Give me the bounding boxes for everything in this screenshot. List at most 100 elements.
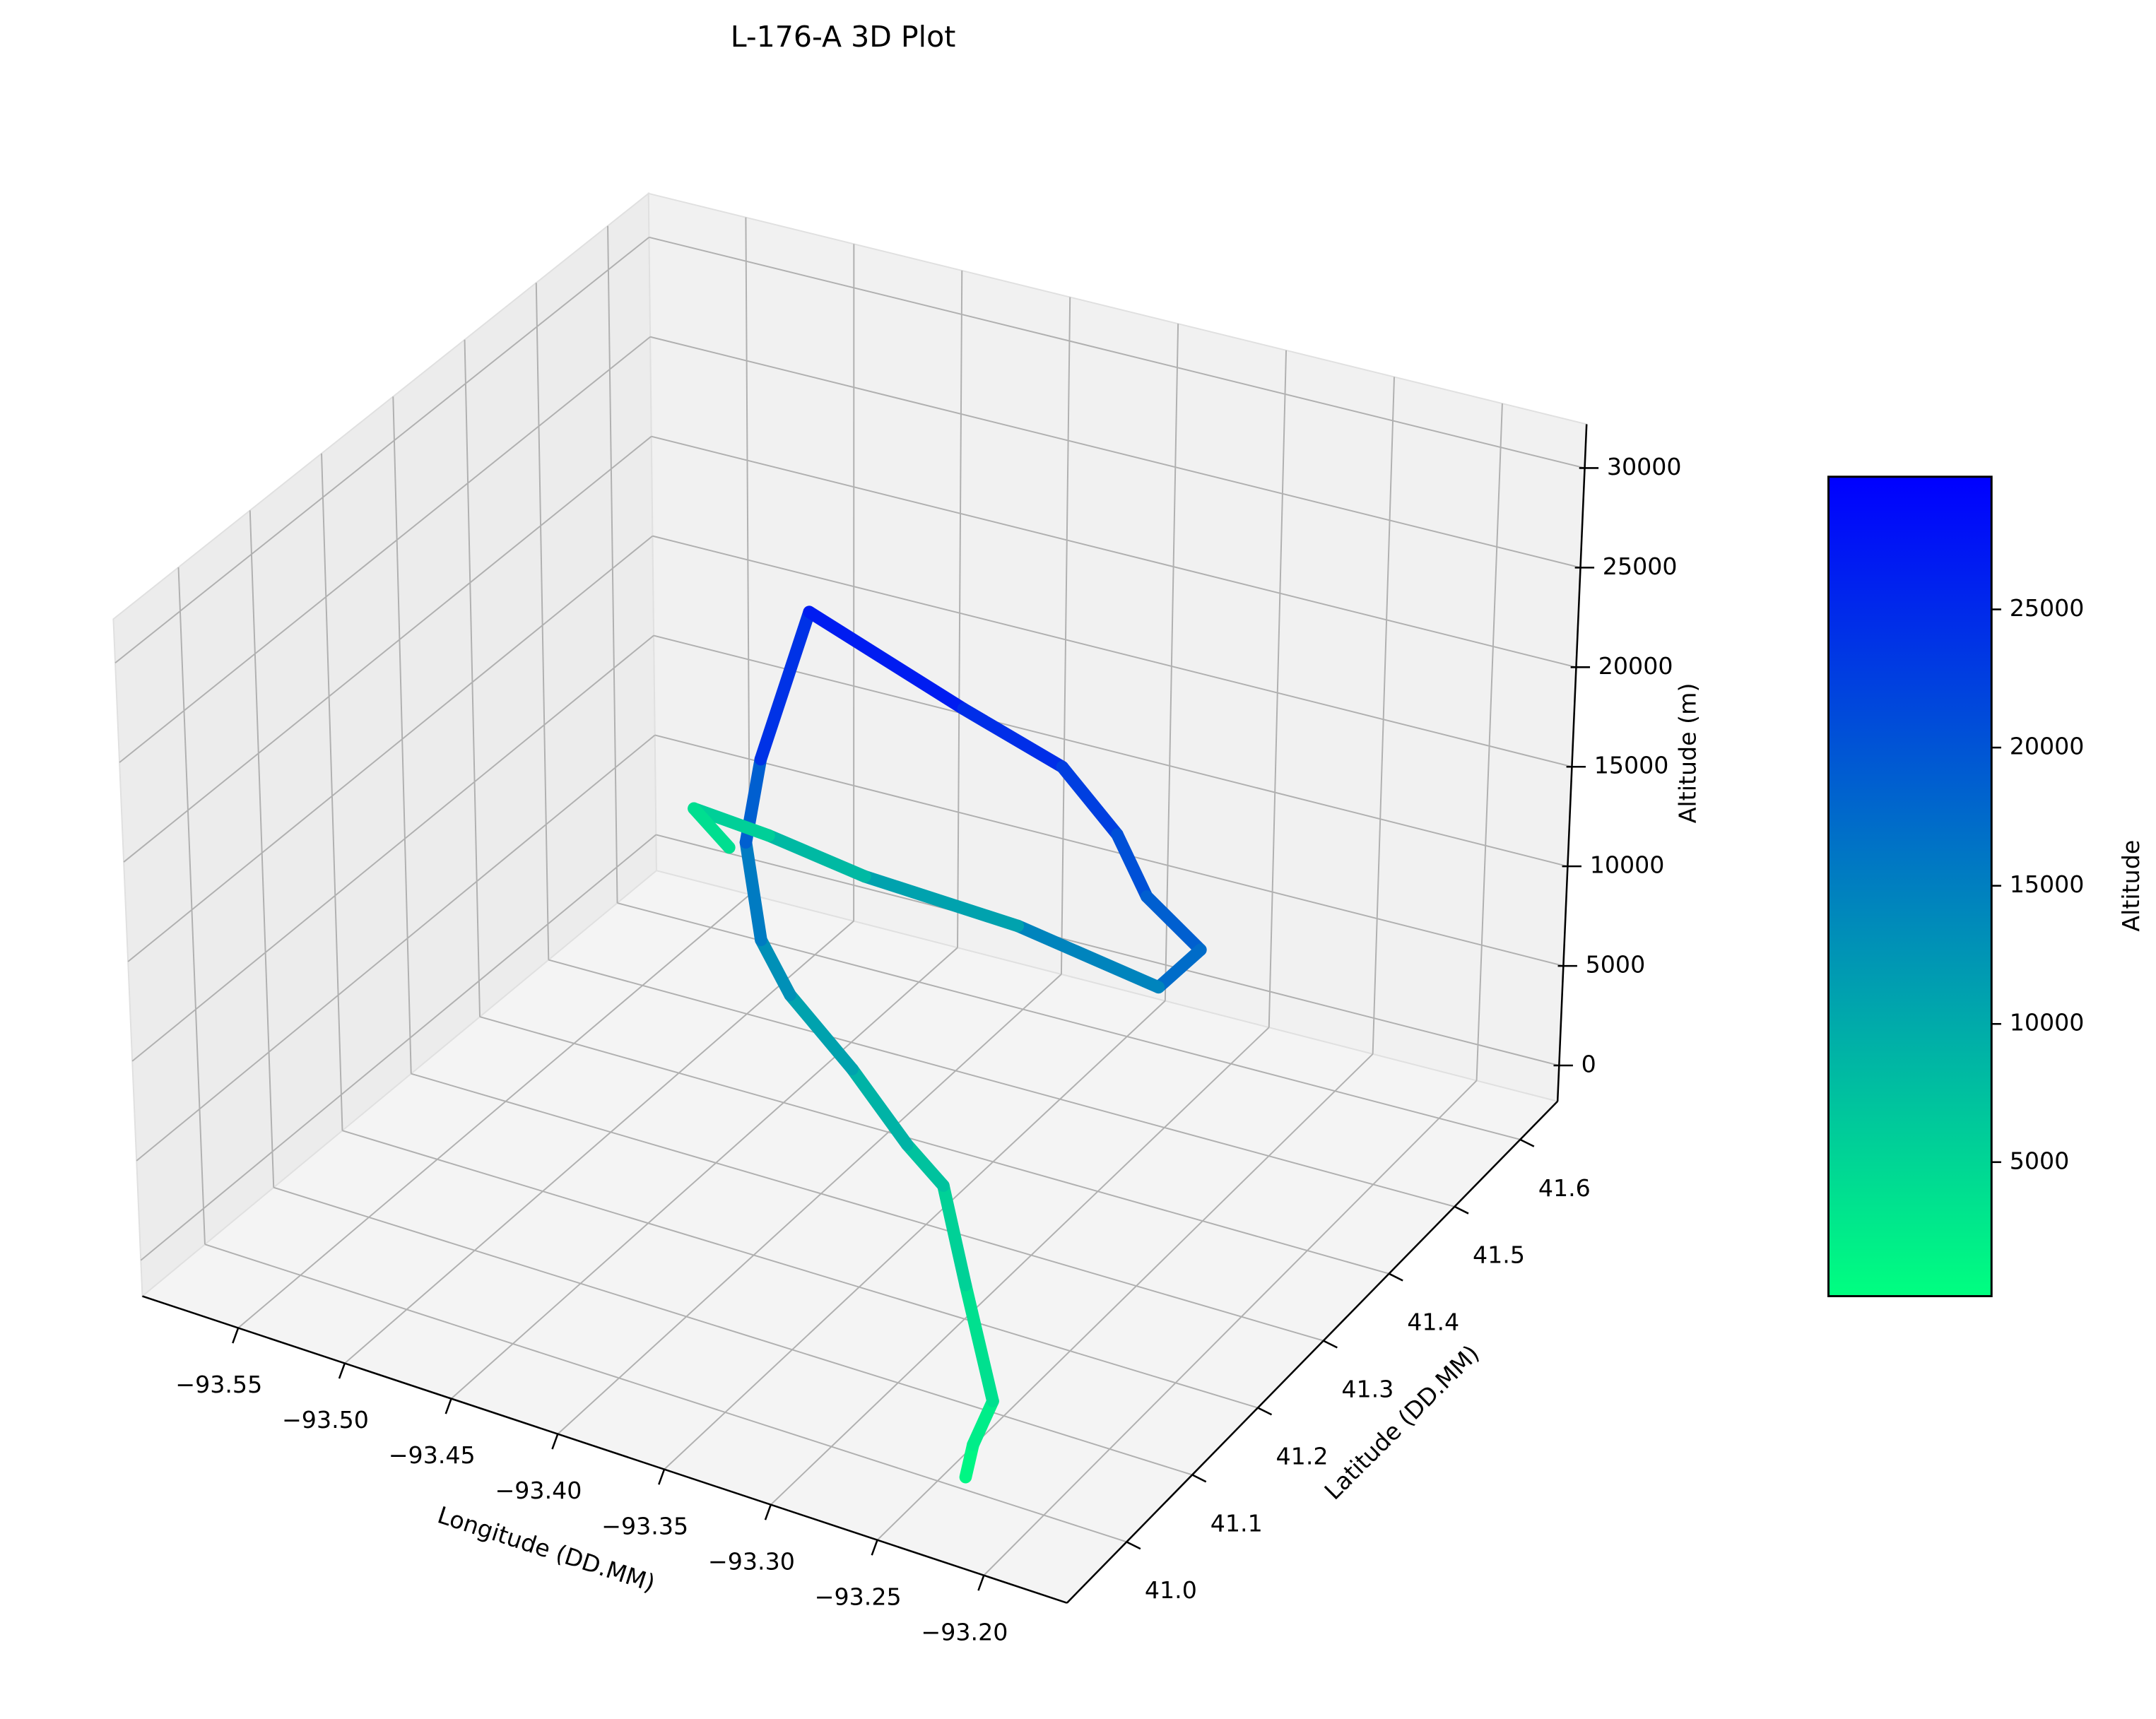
x-tick-label: −93.55 [175, 1371, 262, 1398]
colorbar-label: Altitude [2117, 840, 2145, 932]
z-tick-label: 5000 [1586, 951, 1646, 979]
y-tick-label: 41.4 [1407, 1309, 1459, 1336]
trajectory-segment [755, 933, 796, 1001]
x-tick-label: −93.45 [389, 1441, 476, 1469]
y-axis-line [1066, 1100, 1559, 1604]
grid-line [770, 1027, 1270, 1506]
grid-line [1060, 297, 1071, 974]
x-tick-label: −93.25 [815, 1583, 902, 1610]
grid-line [548, 959, 1455, 1207]
trajectory [688, 606, 1207, 1484]
grid-line [1164, 324, 1179, 1001]
colorbar-tick-label: 5000 [2010, 1147, 2070, 1174]
z-axis-title: Altitude (m) [1673, 683, 1701, 824]
axes: −93.55 −93.50 −93.45 −93.40 −93.35 −93.30 −93.… [142, 424, 1682, 1646]
colorbar-tick-label: 15000 [2010, 870, 2085, 898]
y-tick-label: 41.3 [1341, 1376, 1394, 1403]
grid-line [983, 1080, 1478, 1576]
panes [112, 191, 1588, 1604]
y-tick [1519, 1138, 1535, 1147]
grid-line [273, 1186, 1193, 1476]
grid [114, 217, 1585, 1576]
colorbar-tick-label: 10000 [2010, 1009, 2085, 1036]
grid-line [123, 435, 652, 863]
grid-line [140, 834, 657, 1261]
trajectory-segment [959, 1278, 999, 1407]
grid-line [656, 834, 1560, 1066]
z-tick-label: 15000 [1594, 752, 1669, 779]
x-tick [764, 1504, 772, 1520]
grid-line [127, 535, 654, 962]
z-axis-line [1556, 424, 1588, 1101]
trajectory-segment [762, 829, 871, 883]
grid-line [1372, 377, 1395, 1054]
colorbar-tick-label: 25000 [2010, 594, 2085, 622]
y-tick [1389, 1272, 1403, 1282]
x-tick-label: −93.50 [282, 1406, 369, 1434]
trajectory-segment [688, 802, 736, 854]
grid-line [321, 453, 343, 1131]
y-tick-label: 41.5 [1473, 1241, 1525, 1269]
colorbar-gradient [1827, 475, 1993, 1297]
grid-line [876, 1053, 1374, 1541]
grid-line [957, 270, 963, 948]
grid-line [649, 236, 1585, 469]
trajectory-segment [846, 1063, 914, 1152]
x-tick [977, 1575, 985, 1591]
grid-line [649, 336, 1581, 569]
x-axis-line [142, 1295, 1068, 1604]
trajectory-segment [900, 1138, 950, 1192]
grid-line [557, 974, 1062, 1435]
trajectory-segment [858, 870, 1025, 933]
y-tick [1191, 1474, 1207, 1483]
grid-line [653, 634, 1568, 868]
y-tick-label: 41.0 [1145, 1576, 1197, 1604]
grid-line [664, 1000, 1166, 1470]
grid-line [136, 734, 656, 1162]
grid-line [114, 237, 650, 663]
grid-line [237, 894, 750, 1329]
y-tick [1454, 1205, 1469, 1215]
trajectory-segment [754, 606, 816, 766]
trajectory-segment [739, 836, 767, 947]
x-tick-label: −93.30 [708, 1547, 795, 1575]
grid-line [344, 920, 854, 1364]
z-tick-label: 25000 [1603, 553, 1678, 580]
grid-line [479, 1016, 1389, 1275]
y-tick [1323, 1340, 1338, 1349]
colorbar-tick-label: 20000 [2010, 733, 2085, 760]
y-tick-label: 41.6 [1538, 1174, 1591, 1202]
trajectory-segment [803, 606, 970, 716]
y-tick [1126, 1541, 1141, 1550]
grid-line [392, 396, 412, 1074]
grid-line [652, 535, 1572, 768]
trajectory-segment [1056, 760, 1124, 841]
grid-line [1475, 403, 1503, 1081]
grid-line [411, 1073, 1324, 1342]
grid-line [651, 435, 1577, 668]
colorbar: Altitude 5000 10000 15000 20000 25000 [1827, 475, 2145, 1297]
grid-line [177, 567, 206, 1245]
x-tick-label: −93.20 [921, 1618, 1008, 1646]
z-tick-label: 20000 [1598, 652, 1673, 680]
x-tick [444, 1398, 452, 1414]
trajectory-segment [1011, 919, 1165, 994]
grid-line [535, 283, 550, 960]
grid-line [204, 1244, 1127, 1543]
grid-line [131, 634, 654, 1062]
trajectory-segment [967, 1395, 999, 1451]
grid-line [607, 225, 618, 904]
grid-line [342, 1130, 1259, 1409]
grid-line [654, 734, 1564, 967]
trajectory-segment [1111, 828, 1153, 903]
trajectory-segment [937, 1179, 972, 1292]
trajectory-segment [957, 702, 1069, 774]
trajectory-segment [1140, 890, 1207, 957]
y-tick [1257, 1407, 1273, 1416]
trajectory-segment [1152, 943, 1207, 994]
grid-line [249, 510, 275, 1188]
x-tick [232, 1328, 240, 1344]
grid-line [745, 217, 751, 895]
